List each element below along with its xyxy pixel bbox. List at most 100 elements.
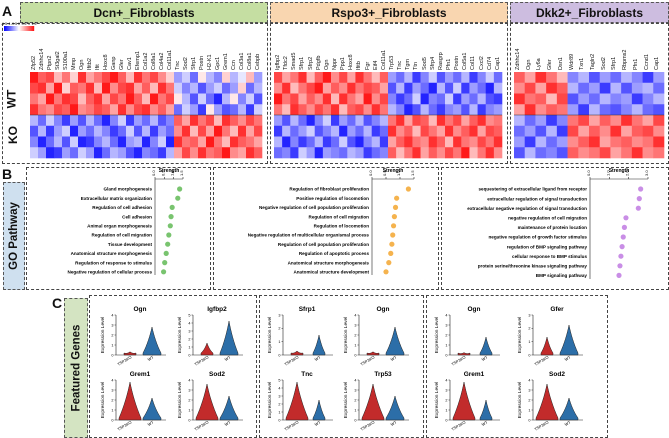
heatmap-cell	[134, 82, 143, 94]
heatmap-cell	[445, 125, 454, 137]
heatmap-cell	[102, 82, 111, 94]
violin-y-tick-label: 4	[278, 386, 280, 390]
heatmap-cell	[469, 82, 478, 94]
heatmap-cell	[485, 93, 495, 105]
heatmap-cell	[246, 93, 255, 105]
heatmap-cell	[62, 104, 71, 116]
heatmap-cell	[653, 136, 665, 148]
heatmap-cell	[428, 125, 438, 137]
heatmap-cell	[238, 93, 247, 105]
heatmap-cell	[589, 125, 601, 137]
colorbar-cell	[5, 26, 7, 31]
heatmap-cell	[347, 136, 356, 148]
heatmap-cell	[206, 115, 215, 127]
heatmap-cell	[70, 72, 79, 84]
heatmap-cell	[589, 104, 601, 116]
heatmap-cell	[428, 136, 438, 148]
heatmap-cell	[126, 82, 135, 94]
heatmap-cell	[118, 147, 127, 159]
heatmap-cell	[412, 136, 421, 148]
colorbar-cell	[17, 26, 19, 31]
heatmap-cell	[46, 93, 55, 105]
go-dot	[166, 232, 172, 238]
header-dcn-fibroblasts: Dcn+_Fibroblasts	[20, 2, 268, 23]
violin-y-tick-label: 3	[111, 323, 113, 327]
go-pathway-band: GO Pathway	[3, 182, 25, 290]
heatmap-cell	[78, 82, 87, 94]
heatmap-cell	[54, 125, 63, 137]
panel-b-letter: B	[2, 166, 13, 182]
violin-group-label-ko: TSP3KO	[533, 420, 549, 432]
heatmap-cell	[642, 147, 654, 159]
heatmap-cell	[126, 115, 135, 127]
go-term-label: regulation of BMP signaling pathway	[507, 244, 588, 249]
heatmap-cell	[371, 125, 381, 137]
heatmap-cell	[379, 93, 389, 105]
violin-y-label: Expression Level	[434, 382, 440, 419]
go-term-label: Regulation of cell population proliferat…	[278, 242, 369, 247]
heatmap-cell	[371, 147, 381, 159]
violin-y-tick-label: 1	[528, 340, 530, 344]
heatmap-cell	[642, 115, 654, 127]
violin-group-label-wt: WT	[481, 354, 489, 362]
heatmap-cell	[621, 125, 633, 137]
colorbar-cell	[22, 26, 24, 31]
heatmap-cell	[198, 147, 207, 159]
heatmap-cell	[166, 147, 175, 159]
violin-y-tick-label: 0	[278, 418, 280, 422]
go-term-label: Gland morphogenesis	[104, 187, 153, 192]
violin-gene-title: Trp53	[374, 371, 392, 378]
heatmap-cell	[371, 82, 381, 94]
heatmap-cell	[556, 72, 568, 84]
heatmap-cell	[371, 104, 381, 116]
heatmap-cell	[290, 82, 299, 94]
heatmap-cell	[379, 147, 389, 159]
heatmap-cell	[86, 104, 95, 116]
colorbar-cell	[30, 26, 32, 31]
violin-group-label-ko: TSP3KO	[116, 355, 132, 367]
go-term-label: Extracellular matrix organization	[81, 196, 152, 201]
heatmap-cell	[379, 82, 389, 94]
violin-y-tick-label: 0	[528, 353, 530, 357]
heatmap-cell	[54, 147, 63, 159]
go-term-label: Regulation of cell migration	[309, 214, 370, 219]
heatmap-cell	[388, 125, 397, 137]
heatmap-cell	[174, 136, 183, 148]
violin-y-tick-label: 1	[111, 408, 113, 412]
go-term-label: negative regulation of growth factor sti…	[488, 235, 587, 240]
heatmap-cell	[355, 72, 364, 84]
heatmap-cell	[38, 125, 47, 137]
heatmap-cell	[174, 147, 183, 159]
colorbar-cell	[24, 26, 26, 31]
heatmap-cell	[134, 93, 143, 105]
violin-y-tick-label: 1	[354, 408, 356, 412]
heatmap-cell	[94, 82, 103, 94]
heatmap-cell	[314, 115, 324, 127]
colorbar-cell	[31, 26, 33, 31]
heatmap-cell	[653, 72, 665, 84]
go-dot	[636, 196, 642, 202]
heatmap-cell	[578, 93, 590, 105]
heatmap-cell	[396, 104, 405, 116]
violin-y-tick-label: 0	[445, 353, 447, 357]
go-term-label: Regulation of apoptotic process	[299, 251, 370, 256]
violin-y-tick-label: 4	[188, 378, 190, 382]
heatmap-cell	[158, 136, 167, 148]
violin-wt	[559, 397, 579, 421]
colorbar-cell	[18, 26, 20, 31]
heatmap-cell	[86, 125, 95, 137]
go-box-1	[26, 167, 211, 290]
heatmap-cell	[126, 104, 135, 116]
heatmap-cell	[322, 136, 332, 148]
violin-y-label: Expression Level	[267, 317, 273, 354]
violin-y-tick-label: 1	[278, 340, 280, 344]
go-dot	[389, 241, 395, 247]
heatmap-cell	[436, 104, 446, 116]
go-term-label: maintenance of protein location	[518, 225, 588, 230]
heatmap-cell	[214, 104, 223, 116]
heatmap-cell	[412, 72, 421, 84]
violin-y-tick-label: 2	[445, 398, 447, 402]
heatmap-cell	[546, 136, 558, 148]
